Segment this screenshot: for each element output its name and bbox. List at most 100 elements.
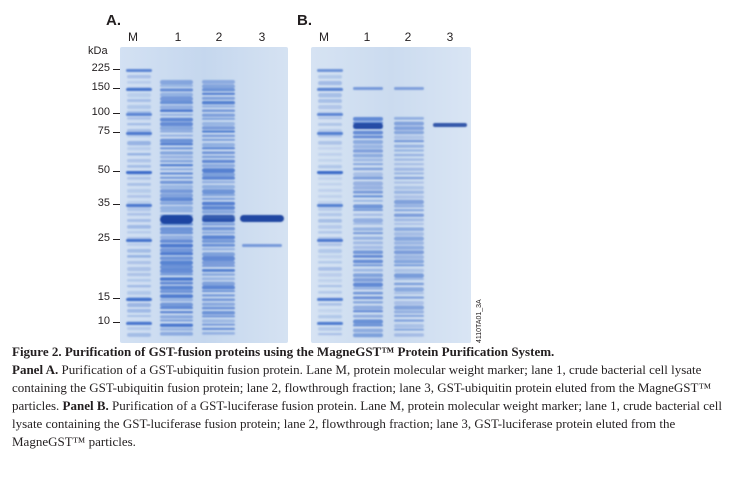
- flowthrough-band: [202, 164, 235, 168]
- flowthrough-band: [202, 315, 235, 318]
- marker-smear: [318, 279, 342, 283]
- lysate-band: [160, 180, 193, 184]
- flowthrough-band: [202, 84, 235, 89]
- flowthrough-band: [202, 243, 235, 247]
- marker-smear: [318, 207, 342, 212]
- lysate-band: [160, 96, 193, 101]
- flowthrough-band: [202, 176, 235, 180]
- lysate-band: [353, 213, 383, 217]
- marker-smear: [318, 267, 342, 271]
- lysate-band: [353, 291, 383, 295]
- flowthrough-band: [202, 96, 235, 100]
- mw-tick-35: [113, 204, 120, 205]
- mw-label-50: 50: [97, 164, 110, 176]
- marker-smear: [127, 303, 151, 308]
- lysate-band: [353, 314, 383, 318]
- flowthrough-band: [394, 144, 424, 148]
- marker-smear: [127, 135, 151, 138]
- figure-caption: Figure 2. Purification of GST-fusion pro…: [12, 343, 740, 451]
- lysate-band: [160, 197, 193, 202]
- flowthrough-band: [394, 204, 424, 208]
- flowthrough-band: [202, 159, 235, 164]
- lysate-band: [353, 319, 383, 324]
- marker-smear: [127, 93, 151, 98]
- panel-a-lane-2: 2: [215, 30, 223, 44]
- marker-smear: [318, 225, 342, 229]
- lysate-band: [160, 332, 193, 336]
- lysate-band: [160, 101, 193, 105]
- lysate-band: [353, 176, 383, 180]
- flowthrough-band: [394, 259, 424, 264]
- marker-smear: [318, 309, 342, 313]
- flowthrough-band: [394, 222, 424, 226]
- marker-smear: [127, 87, 151, 91]
- lysate-band: [160, 306, 193, 310]
- lysate-band: [160, 113, 193, 116]
- lysate-band: [353, 135, 383, 139]
- lysate-band: [353, 204, 383, 209]
- lysate-band: [160, 235, 193, 240]
- marker-smear: [127, 237, 151, 240]
- flowthrough-band: [394, 186, 424, 190]
- marker-smear: [127, 297, 151, 302]
- marker-smear: [318, 99, 342, 103]
- lysate-band: [353, 158, 383, 162]
- lysate-band: [160, 130, 193, 133]
- marker-smear: [127, 159, 151, 163]
- lysate-band: [353, 149, 383, 153]
- lysate-band: [353, 232, 383, 235]
- lysate-band: [160, 285, 193, 290]
- lysate-band: [353, 209, 383, 212]
- marker-smear: [318, 159, 342, 162]
- flowthrough-band: [202, 281, 235, 287]
- lysate-band: [160, 302, 193, 308]
- lysate-band: [353, 190, 383, 194]
- marker-band: [126, 132, 152, 135]
- lysate-band: [353, 324, 383, 327]
- marker-smear: [318, 315, 342, 319]
- lysate-band: [160, 281, 193, 285]
- mw-label-100: 100: [91, 106, 110, 118]
- flowthrough-band: [394, 255, 424, 260]
- marker-smear: [127, 315, 151, 318]
- marker-smear: [318, 117, 342, 120]
- lysate-band: [160, 239, 193, 243]
- panel-a-lane-1: 1: [174, 30, 182, 44]
- marker-smear: [127, 117, 151, 120]
- marker-smear: [318, 123, 342, 126]
- flowthrough-band: [394, 167, 424, 171]
- flowthrough-band: [202, 151, 235, 155]
- lysate-band: [353, 181, 383, 186]
- flowthrough-band: [394, 241, 424, 245]
- lysate-band: [353, 140, 383, 144]
- flowthrough-band: [202, 185, 235, 189]
- marker-smear: [318, 183, 342, 186]
- marker-smear: [318, 147, 342, 150]
- eluted-minor-band: [242, 244, 282, 247]
- marker-smear: [318, 135, 342, 138]
- marker-smear: [127, 279, 151, 282]
- lysate-band: [160, 109, 193, 113]
- marker-smear: [127, 261, 151, 265]
- caption-panel-a-text: Purification of a GST-ubiquitin fusion p…: [12, 362, 712, 413]
- lysate-band: [160, 105, 193, 110]
- marker-band: [317, 69, 343, 72]
- panel-a-letter: A.: [106, 12, 121, 29]
- lysate-band: [160, 323, 193, 327]
- lysate-band: [353, 333, 383, 338]
- flowthrough-band: [394, 319, 424, 322]
- flowthrough-band: [394, 153, 424, 157]
- lysate-band: [160, 201, 193, 205]
- gel-a-svg: [120, 47, 288, 343]
- marker-smear: [318, 249, 342, 254]
- lysate-band: [160, 151, 193, 155]
- flowthrough-band: [202, 105, 235, 108]
- lysate-band: [160, 256, 193, 261]
- lysate-band: [353, 172, 383, 177]
- eluted-gst-ubiquitin-band: [240, 215, 284, 222]
- flowthrough-band: [394, 310, 424, 314]
- lysate-band: [353, 241, 383, 245]
- marker-smear: [318, 75, 342, 79]
- flowthrough-band: [202, 323, 235, 326]
- flowthrough-band: [202, 168, 235, 173]
